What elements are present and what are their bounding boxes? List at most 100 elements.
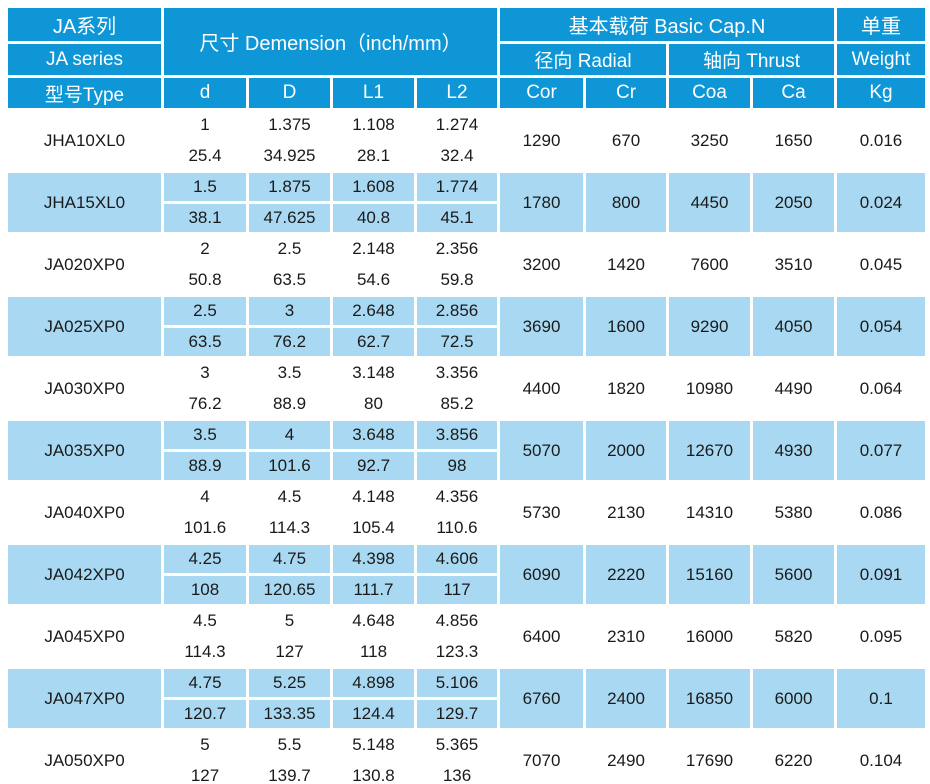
dim-L1-inch-cell: 2.148 — [352, 239, 395, 258]
header-col-Ca: Ca — [753, 78, 834, 108]
dim-L1-mm-cell: 28.1 — [356, 146, 391, 165]
dim-L1-mm-cell: 80 — [364, 394, 383, 413]
Kg-cell: 0.086 — [859, 502, 903, 522]
dim-L1-mm-cell: 92.7 — [333, 452, 414, 480]
Coa-cell: 16850 — [669, 669, 750, 728]
Cr-cell: 2000 — [586, 421, 666, 480]
Kg-cell: 0.016 — [859, 130, 903, 150]
header-col-Kg: Kg — [837, 78, 925, 108]
model-cell: JA025XP0 — [8, 297, 161, 356]
model-cell: JA040XP0 — [44, 502, 125, 522]
table-row-JA020XP0: JA020XP0 2 2.5 2.148 2.356 3200 1420 7600 3510 0.… — [8, 235, 925, 274]
table-row-JA050XP0-mm: 127 139.7 130.8 136 — [8, 762, 925, 784]
Coa-cell: 10980 — [685, 378, 734, 398]
dim-L2-inch-cell: 2.356 — [435, 239, 479, 258]
dim-d-mm-cell: 50.8 — [188, 270, 222, 289]
Kg-cell: 0.091 — [837, 545, 925, 604]
dim-D-inch-cell: 5.5 — [277, 735, 302, 754]
Ca-cell: 1650 — [774, 130, 813, 150]
dim-L1-mm-cell: 54.6 — [356, 270, 391, 289]
dim-d-inch-cell: 2 — [200, 239, 210, 258]
dim-D-inch-cell: 5.25 — [249, 669, 330, 697]
header-radial: 径向 Radial — [500, 44, 666, 75]
dim-d-mm-cell: 114.3 — [184, 642, 226, 661]
table-row-JA040XP0: JA040XP0 4 4.5 4.148 4.356 5730 2130 14310 5380 0… — [8, 483, 925, 522]
table-row-JA025XP0: JA025XP0 2.5 3 2.648 2.856 3690 1600 9290 4050 0.… — [8, 297, 925, 356]
Cor-cell: 4400 — [522, 378, 561, 398]
header-series-zh: JA系列 — [8, 8, 161, 41]
dim-D-inch-cell: 4 — [249, 421, 330, 449]
Cr-cell: 800 — [586, 173, 666, 232]
Cr-cell: 2130 — [607, 502, 645, 522]
Ca-cell: 5380 — [774, 502, 813, 522]
Cr-cell: 2400 — [586, 669, 666, 728]
dim-L2-mm-cell: 136 — [442, 766, 472, 784]
table-row-JA020XP0-mm: 50.8 63.5 54.6 59.8 — [8, 266, 925, 294]
dim-L2-mm-cell: 72.5 — [417, 328, 497, 356]
header-type: 型号Type — [8, 78, 161, 108]
dim-L1-inch-cell: 1.608 — [333, 173, 414, 201]
table-row-JA035XP0-mm: 88.9 101.6 92.7 98 — [8, 452, 925, 480]
Coa-cell: 17690 — [685, 750, 734, 770]
header-col-d: d — [164, 78, 246, 108]
header-col-L2: L2 — [417, 78, 497, 108]
Cor-cell: 6760 — [500, 669, 583, 728]
Ca-cell: 2050 — [753, 173, 834, 232]
Cr-cell: 1820 — [607, 378, 645, 398]
dim-d-inch-cell: 4.5 — [193, 611, 217, 630]
header-dimension: 尺寸 Demension（inch/mm） — [164, 8, 497, 75]
table-row-JHA10XL0: JHA10XL0 1 1.375 1.108 1.274 1290 670 3250 1650 0… — [8, 111, 925, 150]
dim-d-mm-cell: 25.4 — [188, 146, 222, 165]
table-body: JHA10XL0 1 1.375 1.108 1.274 1290 670 3250 1650 0… — [8, 111, 925, 784]
table-row-JHA15XL0: JHA15XL0 1.5 1.875 1.608 1.774 1780 800 4450 205… — [8, 173, 925, 232]
Coa-cell: 7600 — [690, 254, 729, 274]
dim-D-inch-cell: 4.5 — [277, 487, 302, 506]
Coa-cell: 3250 — [690, 130, 729, 150]
Kg-cell: 0.095 — [859, 626, 903, 646]
dim-D-inch-cell: 1.375 — [268, 115, 311, 134]
dim-D-inch-cell: 3 — [249, 297, 330, 325]
dim-d-mm-cell: 76.2 — [188, 394, 222, 413]
header-basic-cap: 基本载荷 Basic Cap.N — [500, 8, 834, 41]
Cor-cell: 1290 — [522, 130, 561, 150]
dim-L2-inch-cell: 5.365 — [435, 735, 479, 754]
dim-L1-mm-cell: 118 — [359, 642, 388, 661]
Coa-cell: 9290 — [669, 297, 750, 356]
dim-L2-mm-cell: 45.1 — [417, 204, 497, 232]
dim-d-inch-cell: 2.5 — [164, 297, 246, 325]
Cor-cell: 7070 — [522, 750, 561, 770]
dim-D-mm-cell: 114.3 — [268, 518, 311, 537]
table-row-JA042XP0-mm: 108 120.65 111.7 117 — [8, 576, 925, 604]
model-cell: JA020XP0 — [44, 254, 125, 274]
dim-L2-inch-cell: 3.856 — [417, 421, 497, 449]
Cr-cell: 670 — [611, 130, 641, 150]
dim-D-mm-cell: 76.2 — [249, 328, 330, 356]
table-row-JA040XP0-mm: 101.6 114.3 105.4 110.6 — [8, 514, 925, 542]
dim-L1-inch-cell: 4.648 — [352, 611, 395, 630]
dim-L1-inch-cell: 4.398 — [333, 545, 414, 573]
model-cell: JHA10XL0 — [43, 130, 126, 150]
Coa-cell: 14310 — [685, 502, 734, 522]
model-cell: JA047XP0 — [8, 669, 161, 728]
dim-D-inch-cell: 1.875 — [249, 173, 330, 201]
dim-L1-inch-cell: 4.148 — [352, 487, 395, 506]
dim-L1-mm-cell: 124.4 — [333, 700, 414, 728]
dim-D-mm-cell: 47.625 — [249, 204, 330, 232]
Kg-cell: 0.024 — [837, 173, 925, 232]
table-row-JA030XP0: JA030XP0 3 3.5 3.148 3.356 4400 1820 10980 4490 0… — [8, 359, 925, 398]
Kg-cell: 0.064 — [859, 378, 903, 398]
header-weight-zh: 单重 — [837, 8, 925, 41]
table-row-JA045XP0: JA045XP0 4.5 5 4.648 4.856 6400 2310 16000 5820 0… — [8, 607, 925, 646]
dim-L1-mm-cell: 62.7 — [333, 328, 414, 356]
Ca-cell: 4490 — [774, 378, 813, 398]
dim-L2-inch-cell: 3.356 — [435, 363, 479, 382]
dim-d-inch-cell: 4 — [200, 487, 210, 506]
dim-L2-mm-cell: 98 — [417, 452, 497, 480]
Coa-cell: 4450 — [669, 173, 750, 232]
dim-L1-inch-cell: 3.148 — [352, 363, 395, 382]
Ca-cell: 4050 — [753, 297, 834, 356]
Cor-cell: 5070 — [500, 421, 583, 480]
header-col-Cor: Cor — [500, 78, 583, 108]
dim-d-mm-cell: 108 — [164, 576, 246, 604]
table-row-JA030XP0-mm: 76.2 88.9 80 85.2 — [8, 390, 925, 418]
